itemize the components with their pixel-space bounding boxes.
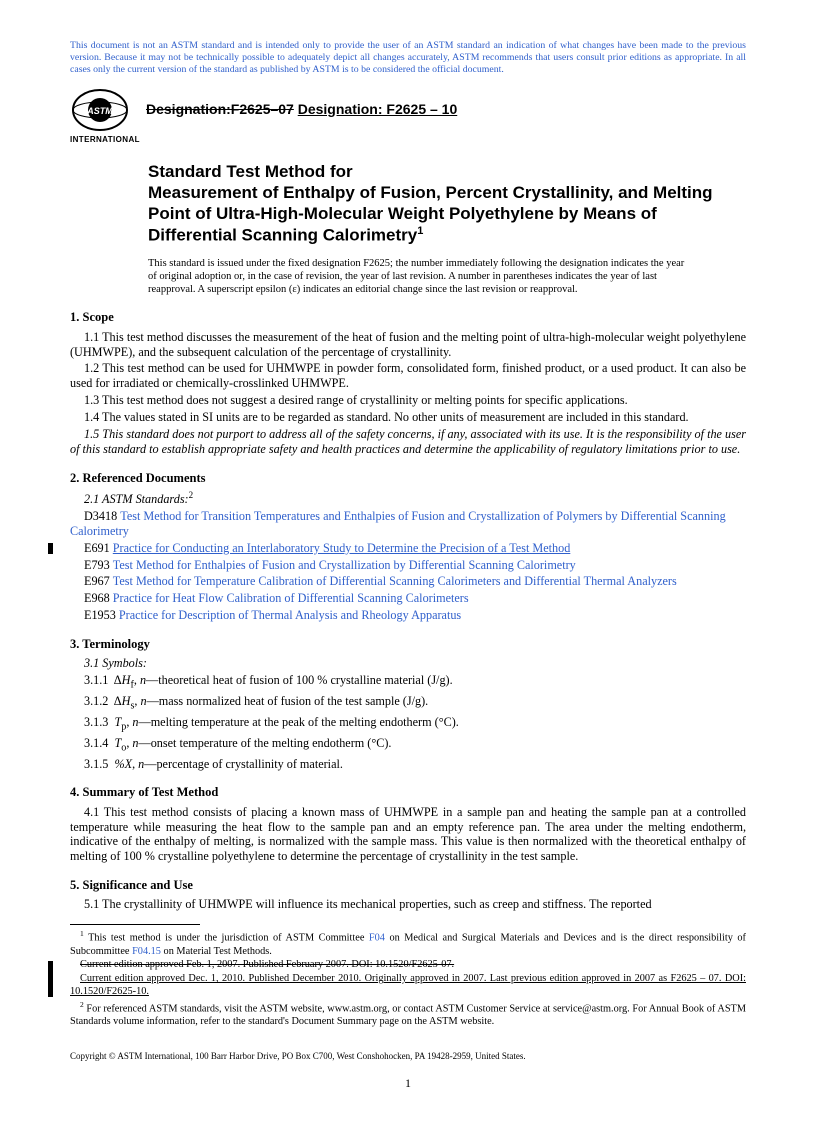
reference-code: E1953 xyxy=(84,608,119,623)
reference-title-link[interactable]: Test Method for Transition Temperatures … xyxy=(70,509,726,538)
term-3-1-2: 3.1.2 ΔHs, n—mass normalized heat of fus… xyxy=(70,694,746,713)
section-summary-heading: 4. Summary of Test Method xyxy=(70,785,746,800)
title-block: Standard Test Method for Measurement of … xyxy=(148,162,746,246)
reference-e793: E793 Test Method for Enthalpies of Fusio… xyxy=(70,558,746,573)
reference-code: E968 xyxy=(84,591,113,606)
page-number: 1 xyxy=(70,1076,746,1091)
issuance-note: This standard is issued under the fixed … xyxy=(148,258,688,296)
scope-safety: 1.5 This standard does not purport to ad… xyxy=(70,427,746,456)
reference-code: E967 xyxy=(84,574,113,589)
copyright-line: Copyright © ASTM International, 100 Barr… xyxy=(70,1051,746,1062)
reference-e691: E691 Practice for Conducting an Interlab… xyxy=(70,541,746,556)
designation-old: Designation:F2625–07 xyxy=(146,101,294,117)
reference-title-link[interactable]: Test Method for Enthalpies of Fusion and… xyxy=(113,558,576,572)
designation-line: Designation:F2625–07 Designation: F2625 … xyxy=(146,87,457,118)
footnote-2-text: For referenced ASTM standards, visit the… xyxy=(70,1003,746,1027)
footnote-2: 2 For referenced ASTM standards, visit t… xyxy=(70,1000,746,1029)
footnote-separator xyxy=(70,924,200,925)
terminology-sub-text: 3.1 Symbols: xyxy=(84,656,147,670)
header-row: ASTM INTERNATIONAL Designation:F2625–07 … xyxy=(70,87,746,145)
section-scope-heading: 1. Scope xyxy=(70,310,746,325)
reference-title-link[interactable]: Practice for Heat Flow Calibration of Di… xyxy=(113,591,469,605)
terminology-sub: 3.1 Symbols: xyxy=(70,656,746,671)
footnote-1: 1 This test method is under the jurisdic… xyxy=(70,929,746,958)
referenced-sub: 2.1 ASTM Standards:2 xyxy=(70,490,746,507)
footnote-1-link-f04[interactable]: F04 xyxy=(369,933,385,944)
top-disclaimer: This document is not an ASTM standard an… xyxy=(70,40,746,77)
astm-logo-icon: ASTM xyxy=(71,87,129,133)
referenced-sub-text: 2.1 ASTM Standards: xyxy=(84,492,189,506)
section-terminology-heading: 3. Terminology xyxy=(70,637,746,652)
title-main: Measurement of Enthalpy of Fusion, Perce… xyxy=(148,183,713,244)
referenced-footmark: 2 xyxy=(189,490,194,500)
footnote-1-link-f0415[interactable]: F04.15 xyxy=(132,946,161,957)
reference-title-link[interactable]: Practice for Description of Thermal Anal… xyxy=(119,608,461,622)
significance-text: 5.1 The crystallinity of UHMWPE will inf… xyxy=(70,897,746,912)
scope-1-1: 1.1 This test method discusses the measu… xyxy=(70,330,746,360)
term-3-1-1: 3.1.1 ΔHf, n—theoretical heat of fusion … xyxy=(70,673,746,692)
summary-text: 4.1 This test method consists of placing… xyxy=(70,805,746,865)
scope-1-5: 1.5 This standard does not purport to ad… xyxy=(70,427,746,457)
footnote-1-new-doi: 10.1520/F2625-10. xyxy=(70,986,149,997)
reference-title-link[interactable]: Practice for Conducting an Interlaborato… xyxy=(113,541,571,555)
reference-e1953: E1953 Practice for Description of Therma… xyxy=(70,608,746,623)
reference-e967: E967 Test Method for Temperature Calibra… xyxy=(70,574,746,589)
scope-1-2: 1.2 This test method can be used for UHM… xyxy=(70,361,746,391)
term-3-1-5: 3.1.5 %X, n—percentage of crystallinity … xyxy=(70,757,746,772)
logo-international-text: INTERNATIONAL xyxy=(70,135,130,145)
title-footmark: 1 xyxy=(417,225,423,237)
footnote-1a: This test method is under the jurisdicti… xyxy=(84,933,369,944)
footnote-1-changebar: Current edition approved Feb. 1, 2007. P… xyxy=(70,959,746,999)
footnote-1-new-a: Current edition approved Dec. 1, 2010. P… xyxy=(80,973,746,984)
scope-1-4: 1.4 The values stated in SI units are to… xyxy=(70,410,746,425)
scope-1-3: 1.3 This test method does not suggest a … xyxy=(70,393,746,408)
footnote-1-struck: Current edition approved Feb. 1, 2007. P… xyxy=(70,959,746,972)
reference-code: E793 xyxy=(84,558,113,573)
reference-title-link[interactable]: Test Method for Temperature Calibration … xyxy=(113,574,677,588)
svg-text:ASTM: ASTM xyxy=(86,106,113,116)
footnote-1-struck-text: Current edition approved Feb. 1, 2007. P… xyxy=(80,959,454,970)
astm-logo: ASTM INTERNATIONAL xyxy=(70,87,130,145)
section-significance-heading: 5. Significance and Use xyxy=(70,878,746,893)
footnote-1c: on Material Test Methods. xyxy=(161,946,272,957)
designation-new: Designation: F2625 – 10 xyxy=(298,101,458,117)
reference-e968: E968 Practice for Heat Flow Calibration … xyxy=(70,591,746,606)
reference-code: D3418 xyxy=(84,509,120,524)
term-3-1-4: 3.1.4 To, n—onset temperature of the mel… xyxy=(70,736,746,755)
term-3-1-3: 3.1.3 Tp, n—melting temperature at the p… xyxy=(70,715,746,734)
reference-d3418: D3418 Test Method for Transition Tempera… xyxy=(70,509,746,539)
footnote-1-new: Current edition approved Dec. 1, 2010. P… xyxy=(70,973,746,999)
section-referenced-heading: 2. Referenced Documents xyxy=(70,471,746,486)
title-lead: Standard Test Method for xyxy=(148,162,746,183)
reference-code: E691 xyxy=(84,541,113,556)
